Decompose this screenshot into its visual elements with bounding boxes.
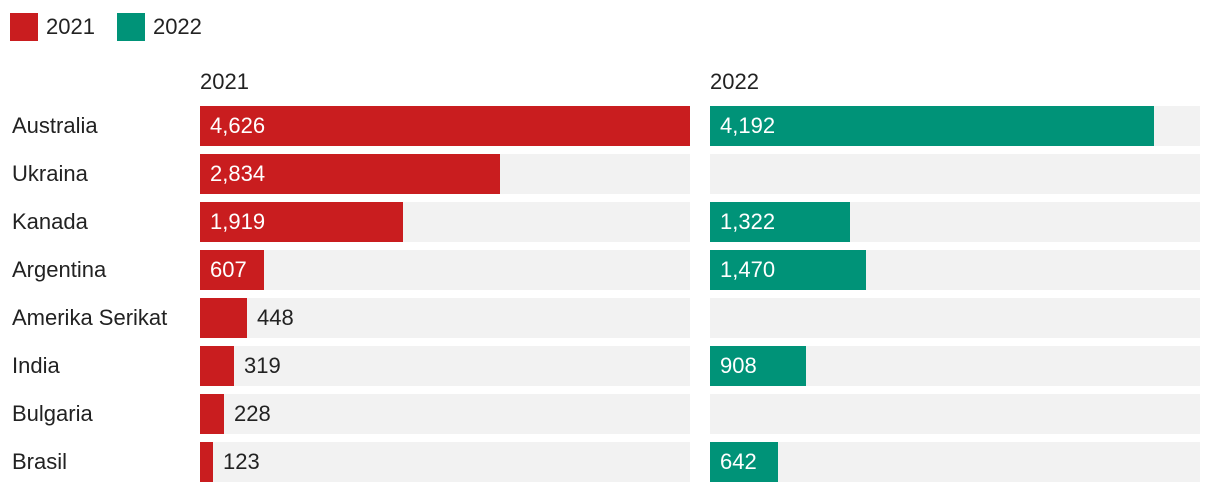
- bar-track: 1,470: [710, 250, 1200, 290]
- data-label: 123: [223, 449, 260, 474]
- legend-item-2022: 2022: [116, 13, 202, 41]
- data-label: 1,919: [210, 209, 266, 234]
- bar-2022-india: [710, 346, 806, 386]
- bar-track: [710, 298, 1200, 338]
- data-label: 1,322: [720, 209, 776, 234]
- bar-track: 2,834: [200, 154, 690, 194]
- bar-track: [710, 154, 1200, 194]
- bar-2021-india: [200, 346, 234, 386]
- legend-swatch-2022: [116, 13, 145, 41]
- bar-track: 319: [200, 346, 690, 386]
- data-label: 4,192: [720, 113, 776, 138]
- data-label: 2,834: [210, 161, 266, 186]
- bar-track: 123: [200, 442, 690, 482]
- bar-track: 1,322: [710, 202, 1200, 242]
- legend-item-2021: 2021: [10, 13, 95, 41]
- bar-2021-kanada: [200, 202, 403, 242]
- panel-title-2021: 2021: [200, 69, 249, 94]
- bar-2021-amerika-serikat: [200, 298, 247, 338]
- bar-2022-kanada: [710, 202, 850, 242]
- category-label: Ukraina: [12, 161, 88, 186]
- data-label: 1,470: [720, 257, 776, 282]
- category-label: Kanada: [12, 209, 88, 234]
- bar-2021-ukraina: [200, 154, 500, 194]
- legend-swatch-2021: [10, 13, 38, 41]
- bar-track: 908: [710, 346, 1200, 386]
- data-label: 607: [210, 257, 247, 282]
- bar-track: 228: [200, 394, 690, 434]
- bar-2021-australia: [200, 106, 690, 146]
- data-label: 908: [720, 353, 757, 378]
- data-label: 319: [244, 353, 281, 378]
- bar-2022-australia: [710, 106, 1154, 146]
- bar-track: 448: [200, 298, 690, 338]
- category-label: Amerika Serikat: [12, 305, 168, 330]
- category-label: Bulgaria: [12, 401, 93, 426]
- bar-2021-brasil: [200, 442, 213, 482]
- legend: 2021 2022: [10, 12, 224, 42]
- category-label: India: [12, 353, 60, 378]
- legend-label-2021: 2021: [46, 14, 95, 39]
- category-label: Argentina: [12, 257, 107, 282]
- bar-2022-brasil: [710, 442, 778, 482]
- bar-track: 4,192: [710, 106, 1200, 146]
- bar-track: 642: [710, 442, 1200, 482]
- category-label: Brasil: [12, 449, 68, 474]
- data-label: 228: [234, 401, 271, 426]
- bar-2021-argentina: [200, 250, 264, 290]
- bar-track: [710, 394, 1200, 434]
- bar-track: 4,626: [200, 106, 690, 146]
- bar-track: 1,919: [200, 202, 690, 242]
- category-label: Australia: [12, 113, 98, 138]
- bar-2021-bulgaria: [200, 394, 224, 434]
- data-label: 448: [257, 305, 294, 330]
- legend-label-2022: 2022: [152, 14, 202, 39]
- bar-track: 607: [200, 250, 690, 290]
- data-label: 642: [720, 449, 757, 474]
- data-label: 4,626: [210, 113, 266, 138]
- panel-title-2022: 2022: [710, 69, 759, 94]
- bar-2022-argentina: [710, 250, 866, 290]
